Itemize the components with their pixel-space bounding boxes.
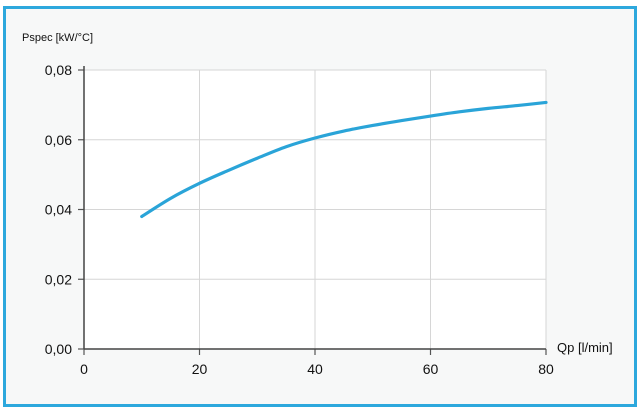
y-tick-label: 0,02 [45,271,72,287]
series-layer [140,100,548,219]
x-tick-label: 60 [423,361,439,377]
x-tick-label: 0 [80,361,88,377]
x-tick-label: 40 [307,361,323,377]
series-line [140,100,548,219]
x-tick-label: 20 [192,361,208,377]
tick-labels: 0,00 0,02 0,04 0,06 0,08 0 20 40 60 80 [45,62,554,377]
axes [78,66,547,355]
x-tick-label: 80 [538,361,554,377]
y-tick-label: 0,04 [45,202,72,218]
y-tick-label: 0,00 [45,341,72,357]
y-axis-title: Pspec [kW/°C] [22,32,93,44]
y-tick-label: 0,08 [45,62,72,78]
grid [84,69,547,349]
y-tick-label: 0,06 [45,132,72,148]
x-axis-title: Qp [l/min] [557,340,613,355]
